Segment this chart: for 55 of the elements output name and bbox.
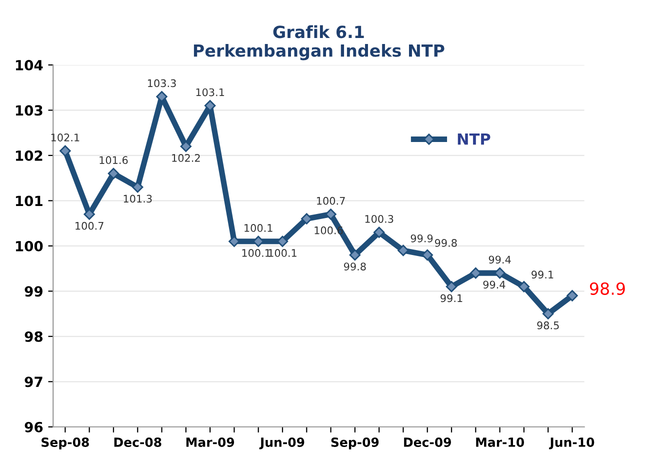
data-label: 98.5 bbox=[537, 321, 559, 330]
point bbox=[446, 281, 458, 292]
y-tick-label: 97 bbox=[24, 376, 42, 388]
point bbox=[494, 267, 506, 279]
point bbox=[349, 249, 361, 261]
data-label: 101.6 bbox=[100, 156, 128, 164]
data-label: 99.4 bbox=[483, 280, 506, 289]
y-tick-label: 103 bbox=[16, 105, 42, 116]
point bbox=[108, 168, 120, 180]
data-label: 100.7 bbox=[76, 222, 104, 230]
legend-label: NTP bbox=[458, 133, 490, 145]
point bbox=[301, 213, 312, 224]
data-label: 103.3 bbox=[148, 79, 176, 88]
data-label: 100.7 bbox=[317, 196, 345, 205]
data-label: 99.1 bbox=[440, 294, 462, 302]
point bbox=[132, 182, 144, 193]
x-tick-label: Jun-10 bbox=[549, 438, 594, 450]
point bbox=[325, 208, 336, 220]
data-label: 99.8 bbox=[434, 239, 457, 247]
x-tick-label: Sep-09 bbox=[331, 438, 379, 450]
y-tick-label: 98 bbox=[24, 331, 43, 342]
data-label: 99.9 bbox=[410, 234, 433, 242]
data-label: 100.1 bbox=[268, 249, 296, 257]
x-tick-label: Mar-10 bbox=[476, 438, 524, 447]
data-label: 100.1 bbox=[242, 249, 270, 257]
data-label: 99.8 bbox=[344, 262, 366, 270]
point bbox=[228, 236, 240, 247]
y-tick-label: 99 bbox=[24, 286, 43, 297]
x-tick-label: Dec-09 bbox=[404, 438, 451, 447]
data-label: 102.2 bbox=[172, 154, 200, 162]
data-label: 100.3 bbox=[365, 214, 394, 223]
data-label: 100.1 bbox=[244, 224, 272, 232]
y-tick-label: 96 bbox=[24, 422, 43, 432]
point bbox=[373, 226, 385, 238]
data-label: 98.9 bbox=[590, 282, 625, 295]
x-tick-label: Dec-08 bbox=[114, 438, 162, 447]
x-tick-label: Jun-09 bbox=[259, 438, 304, 450]
y-tick-label: 100 bbox=[16, 240, 43, 252]
x-tick-label: Sep-08 bbox=[42, 438, 89, 450]
data-label: 99.1 bbox=[532, 270, 554, 279]
y-tick-label: 104 bbox=[16, 60, 43, 70]
data-label: 101.3 bbox=[124, 194, 152, 203]
data-label: 99.4 bbox=[488, 256, 511, 264]
point bbox=[518, 281, 530, 292]
point bbox=[60, 145, 71, 157]
point bbox=[398, 244, 409, 256]
point bbox=[566, 290, 578, 302]
point bbox=[470, 267, 482, 279]
data-label: 102.1 bbox=[51, 134, 80, 142]
y-tick-label: 101 bbox=[16, 196, 42, 206]
point bbox=[542, 308, 554, 320]
chart-title: Grafik 6.1 Perkembangan Indeks NTP bbox=[194, 25, 444, 60]
x-tick-label: Mar-09 bbox=[186, 438, 234, 447]
y-tick-label: 102 bbox=[16, 150, 42, 161]
data-label: 103.1 bbox=[196, 88, 224, 96]
